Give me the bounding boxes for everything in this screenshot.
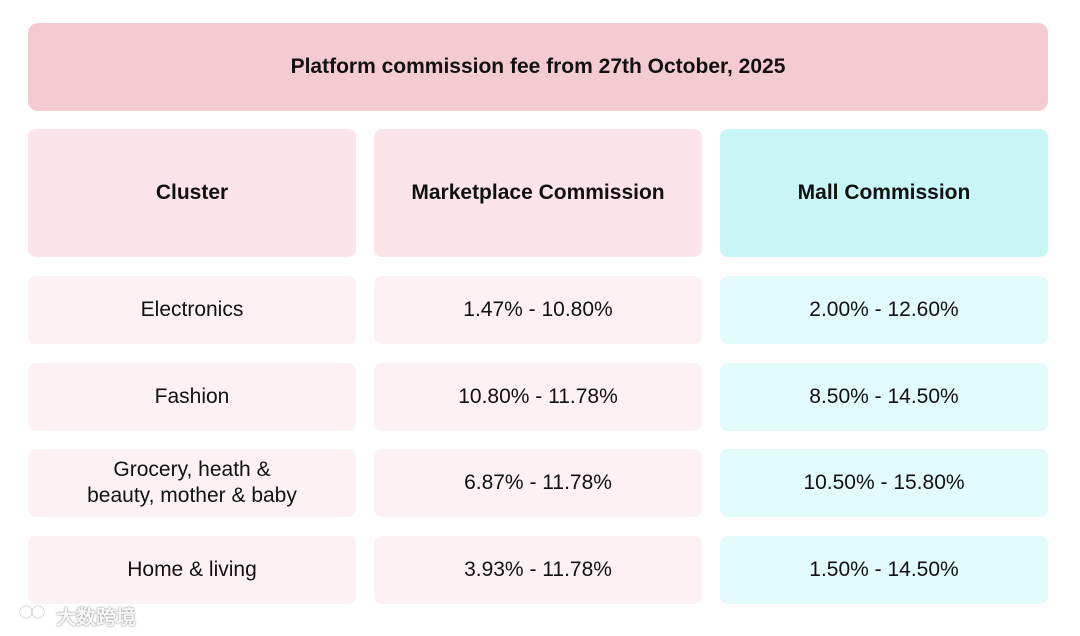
table-title: Platform commission fee from 27th Octobe… [28,23,1048,111]
mall-commission-cell: 2.00% - 12.60% [720,276,1048,344]
marketplace-commission-cell: 10.80% - 11.78% [374,363,702,431]
watermark: 大数跨境 [10,600,136,630]
watermark-text: 大数跨境 [56,604,136,629]
marketplace-commission-cell: 1.47% - 10.80% [374,276,702,344]
marketplace-commission-cell: 6.87% - 11.78% [374,449,702,517]
cluster-cell: Home & living [28,536,356,604]
mall-commission-cell: 10.50% - 15.80% [720,449,1048,517]
cluster-cell: Fashion [28,363,356,431]
brand-logo-icon [10,602,50,628]
header-cluster: Cluster [28,129,356,257]
cluster-cell: Grocery, heath & beauty, mother & baby [28,449,356,517]
mall-commission-cell: 8.50% - 14.50% [720,363,1048,431]
header-mall-commission: Mall Commission [720,129,1048,257]
header-marketplace-commission: Marketplace Commission [374,129,702,257]
mall-commission-cell: 1.50% - 14.50% [720,536,1048,604]
cluster-cell: Electronics [28,276,356,344]
marketplace-commission-cell: 3.93% - 11.78% [374,536,702,604]
